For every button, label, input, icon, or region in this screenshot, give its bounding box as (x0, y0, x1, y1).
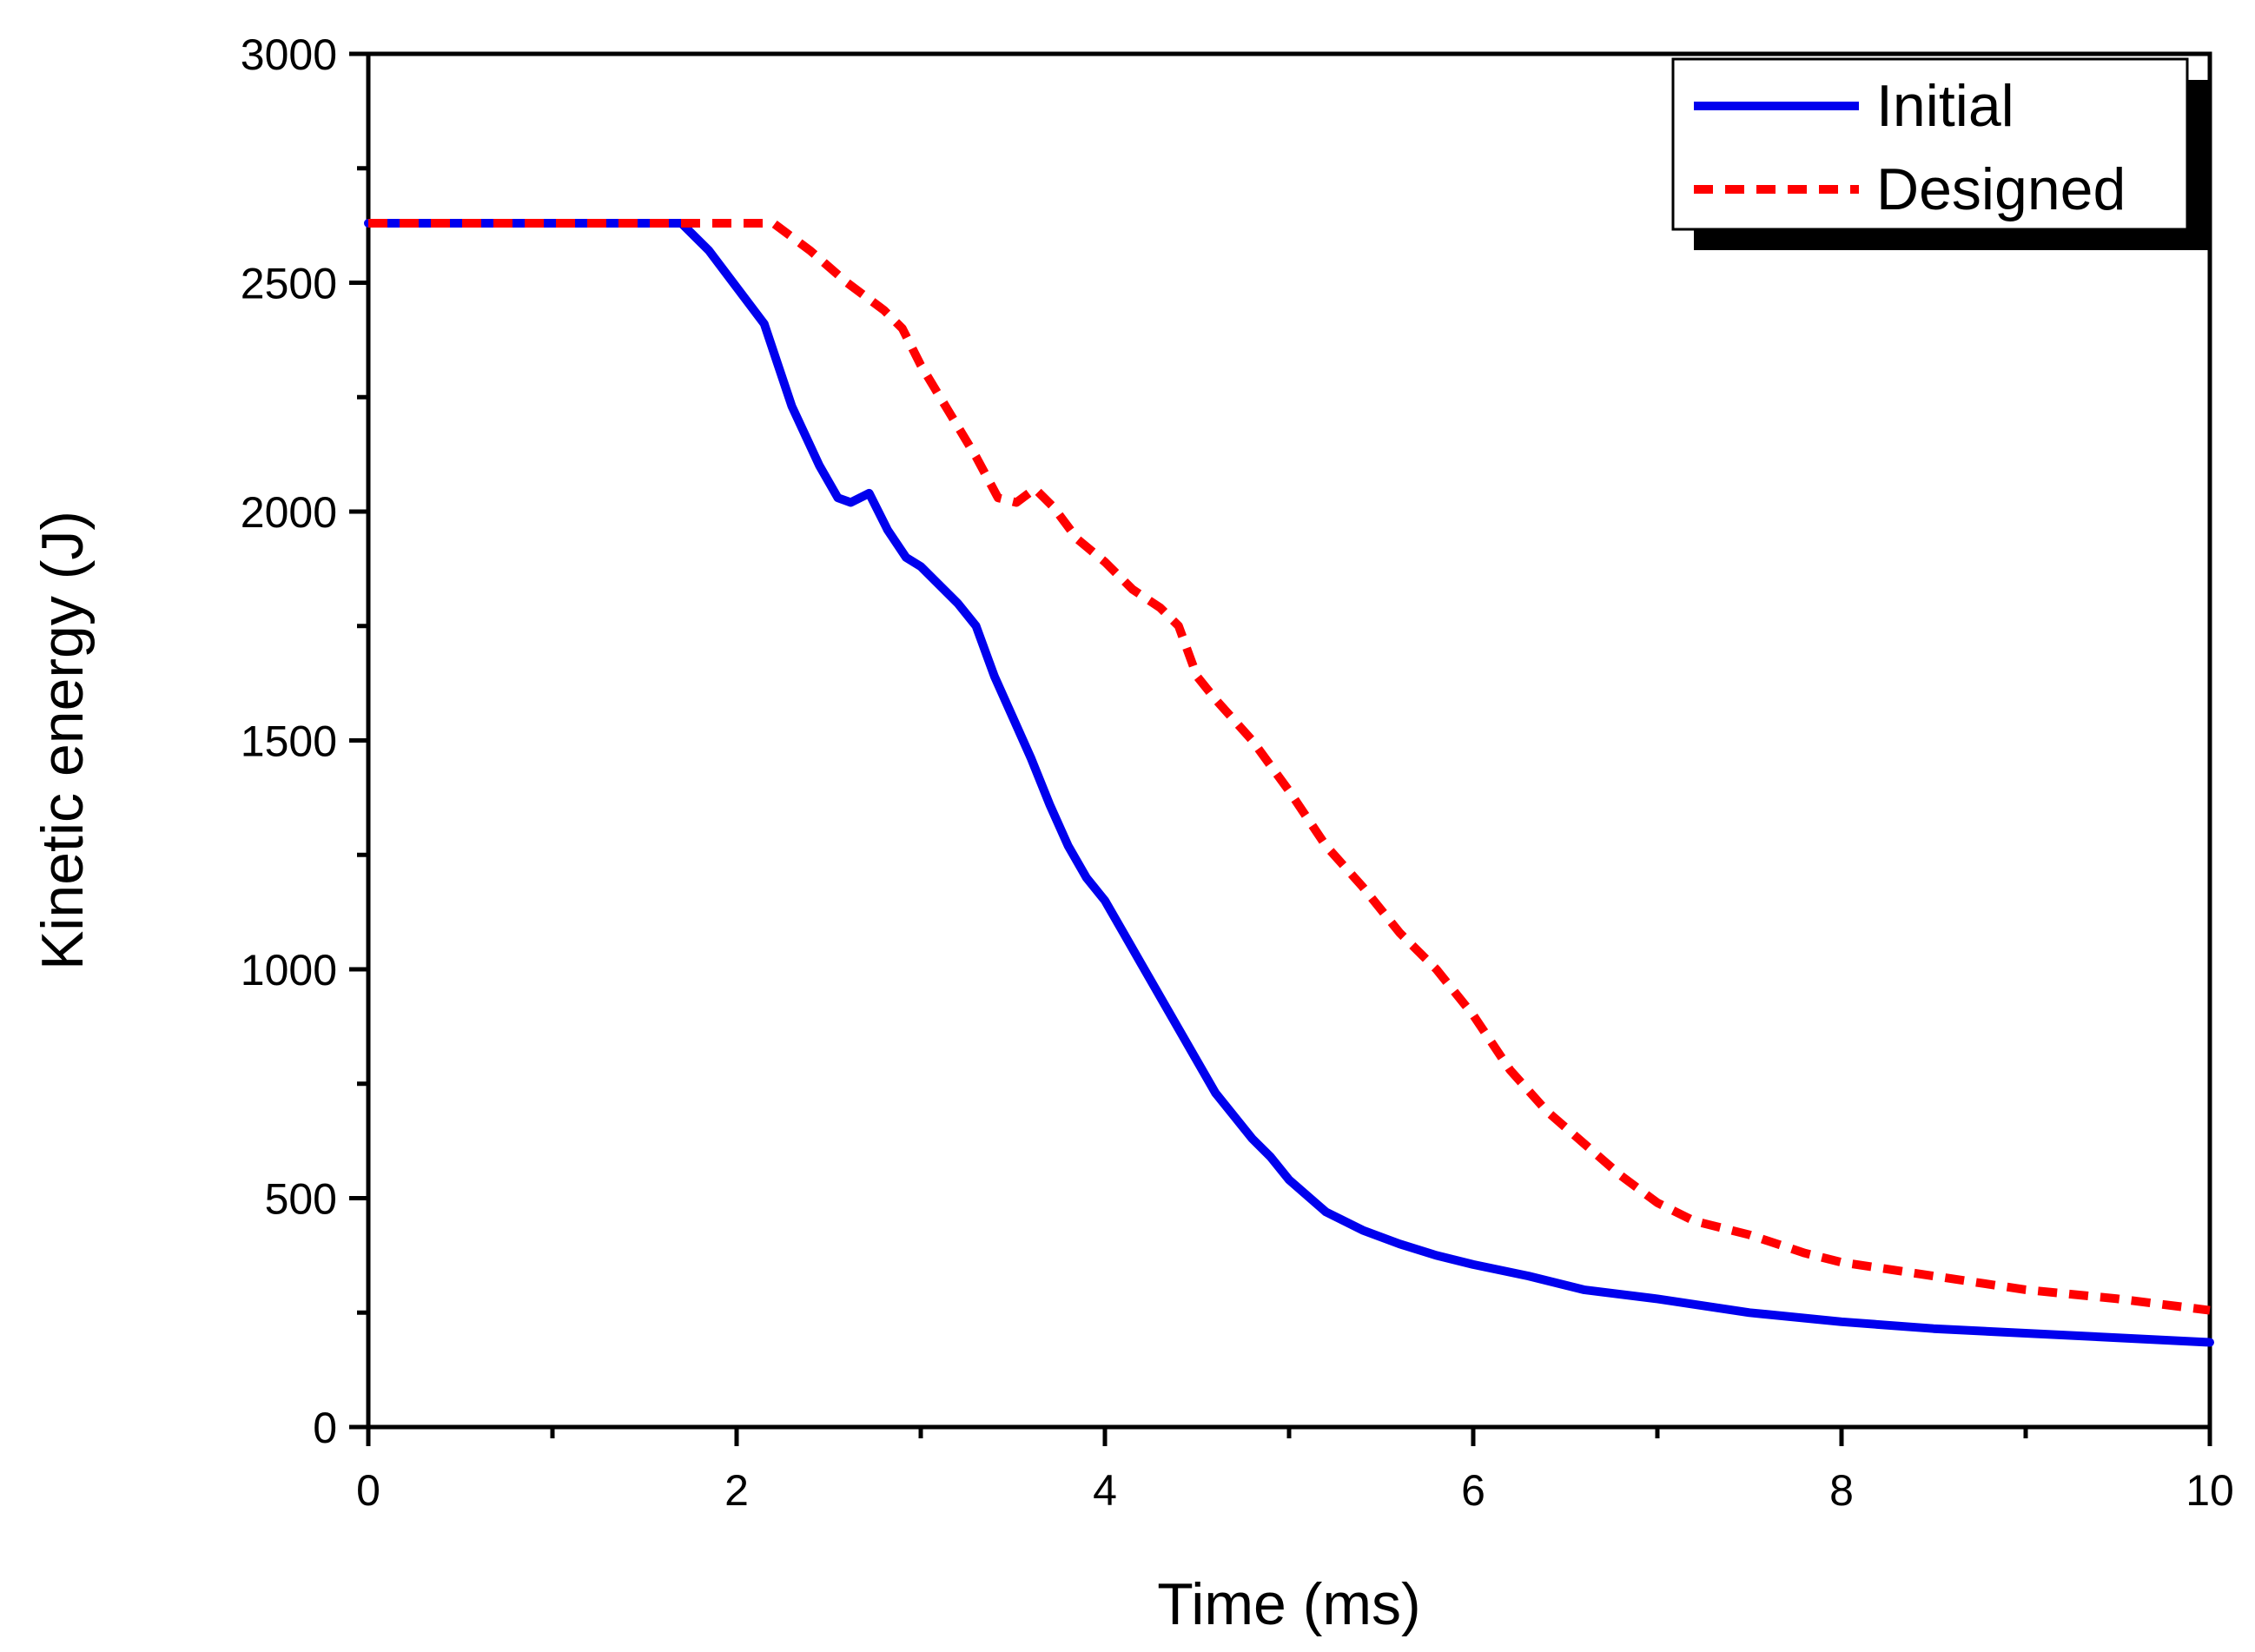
legend-box (1671, 57, 2189, 231)
series-line-designed (368, 219, 2211, 1315)
series-line-initial (364, 219, 2214, 1347)
x-tick-label: 2 (724, 1466, 749, 1515)
y-tick-label: 1500 (241, 717, 337, 766)
x-tick-label: 4 (1093, 1466, 1117, 1515)
x-tick-label: 8 (1829, 1466, 1854, 1515)
y-tick-label: 3000 (241, 30, 337, 79)
y-tick-label: 2000 (241, 488, 337, 537)
y-tick-label: 0 (313, 1404, 337, 1452)
x-axis-title: Time (ms) (1157, 1571, 1420, 1637)
legend: Initial Designed (1671, 57, 2208, 250)
x-tick-label: 10 (2186, 1466, 2234, 1515)
y-tick-label: 2500 (241, 260, 337, 308)
y-axis-title: Kinetic energy (J) (30, 511, 96, 970)
legend-label-initial: Initial (1876, 73, 2014, 139)
x-tick-label: 6 (1461, 1466, 1485, 1515)
series-layer (364, 219, 2214, 1347)
y-tick-label: 500 (265, 1175, 337, 1224)
x-tick-label: 0 (356, 1466, 380, 1515)
y-tick-label: 1000 (241, 946, 337, 995)
axis-ticks: 0 2 4 6 8 10 0 500 1000 1500 2000 2500 3000 (241, 30, 2234, 1515)
legend-label-designed: Designed (1876, 156, 2126, 222)
